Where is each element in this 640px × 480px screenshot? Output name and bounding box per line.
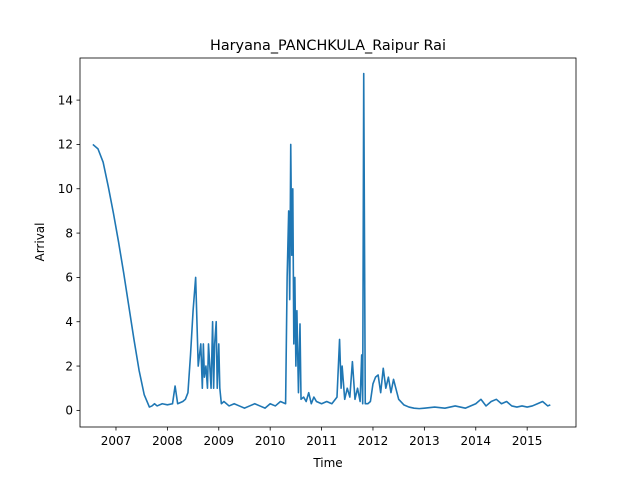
x-tick-label: 2008 — [152, 434, 183, 448]
y-tick-label: 2 — [65, 359, 73, 373]
series-line-1 — [92, 72, 551, 410]
x-axis-label: Time — [312, 456, 342, 470]
y-tick-label: 8 — [65, 226, 73, 240]
y-tick-label: 12 — [58, 138, 73, 152]
plot-area — [79, 57, 577, 428]
axes-frame — [79, 57, 577, 428]
y-tick-label: 6 — [65, 271, 73, 285]
x-tick-label: 2015 — [512, 434, 543, 448]
y-axis-label: Arrival — [33, 223, 47, 262]
y-tick-label: 4 — [65, 315, 73, 329]
x-tick-label: 2011 — [306, 434, 337, 448]
chart-title: Haryana_PANCHKULA_Raipur Rai — [210, 38, 446, 54]
y-axis-ticks: 0 2 4 6 8 10 12 14 — [58, 93, 80, 418]
y-tick-label: 14 — [58, 93, 73, 107]
y-tick-label: 10 — [58, 182, 73, 196]
x-tick-label: 2009 — [204, 434, 235, 448]
x-tick-label: 2012 — [358, 434, 389, 448]
y-tick-label: 0 — [65, 404, 73, 418]
x-tick-label: 2010 — [255, 434, 286, 448]
x-tick-label: 2007 — [101, 434, 132, 448]
x-axis-ticks: 2007 2008 2009 2010 2011 2012 2013 2014 2015 — [101, 427, 543, 448]
x-tick-label: 2014 — [460, 434, 491, 448]
x-tick-label: 2013 — [409, 434, 440, 448]
